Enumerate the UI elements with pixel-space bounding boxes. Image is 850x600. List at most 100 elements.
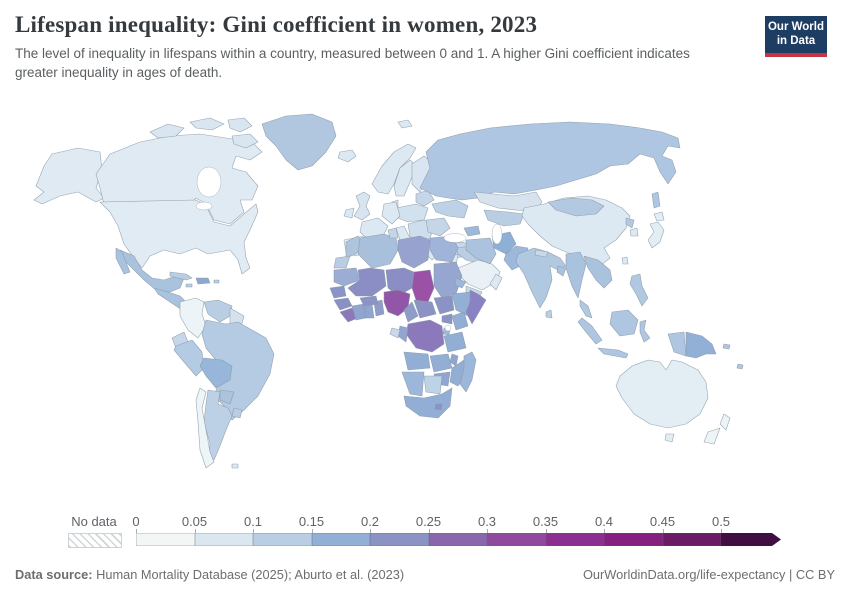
country-svalbard[interactable] [397,119,413,129]
country-malaysia[interactable] [579,299,593,319]
country-hispaniola[interactable] [195,277,211,285]
country-newzealand[interactable] [703,427,721,445]
country-gabon[interactable] [389,327,401,339]
country-india[interactable] [515,247,567,309]
country-philippines[interactable] [629,273,649,307]
country-uk[interactable] [353,191,371,221]
country-russia[interactable] [651,191,661,209]
country-norway[interactable] [371,143,417,195]
country-wsahara[interactable] [333,255,351,269]
country-poland[interactable] [395,203,429,223]
country-cameroon[interactable] [403,301,419,323]
country-mexico[interactable] [115,247,131,275]
country-algeria[interactable] [357,233,399,269]
country-ghana[interactable] [363,303,375,319]
country-tanzania[interactable] [443,331,467,353]
country-uruguay[interactable] [231,407,243,419]
legend-bin[interactable] [721,533,781,546]
country-romania[interactable] [425,217,451,237]
license-link[interactable]: CC BY [795,567,835,582]
country-iran[interactable] [465,237,497,265]
country-puertorico[interactable] [213,279,220,284]
no-data-swatch[interactable] [68,533,122,548]
country-paraguay[interactable] [219,389,235,405]
country-uganda[interactable] [441,313,453,325]
country-alaska[interactable] [33,147,105,205]
country-peru[interactable] [173,339,205,377]
country-ireland[interactable] [343,207,355,219]
country-china[interactable] [521,195,631,267]
country-japan[interactable] [653,211,665,222]
owid-logo[interactable]: Our World in Data [765,16,827,57]
country-png[interactable] [685,331,717,359]
country-tunisia[interactable] [387,227,399,239]
country-indonesia[interactable] [609,309,639,337]
country-indonesia[interactable] [577,317,603,345]
country-somalia[interactable] [465,289,487,325]
legend-bin[interactable] [194,533,253,546]
country-chad[interactable] [411,269,435,303]
country-uzbekistan[interactable] [483,209,525,227]
country-guinea[interactable] [333,297,353,311]
country-pacific[interactable] [722,343,731,350]
country-indonesia[interactable] [639,319,651,343]
legend-bin[interactable] [545,533,604,546]
country-botswana[interactable] [423,375,443,395]
country-greenland[interactable] [261,113,337,171]
country-congo[interactable] [397,325,409,343]
country-russia[interactable] [419,121,681,201]
country-chile[interactable] [195,387,215,469]
country-iceland[interactable] [337,149,357,163]
country-drc[interactable] [405,319,445,353]
country-nigeria[interactable] [383,289,411,317]
country-southkorea[interactable] [629,227,639,237]
country-madagascar[interactable] [459,351,477,393]
country-nepal[interactable] [534,249,549,258]
country-oman[interactable] [489,273,503,291]
country-australia[interactable] [664,433,675,443]
legend-bin[interactable] [428,533,487,546]
country-indonesia[interactable] [597,347,629,359]
country-germany[interactable] [381,201,401,225]
country-southafrica[interactable] [403,387,453,419]
country-ukraine[interactable] [431,199,469,219]
country-arctic-islands[interactable] [189,117,225,131]
country-pacific[interactable] [736,363,744,370]
legend-bin[interactable] [253,533,312,546]
country-venezuela[interactable] [203,299,233,323]
legend-bin[interactable] [136,533,195,546]
country-mauritania[interactable] [333,267,361,287]
country-mexico[interactable] [119,249,185,293]
country-mali[interactable] [347,267,387,297]
country-lesotho[interactable] [434,403,443,411]
country-bangladesh[interactable] [556,265,567,277]
country-taiwan[interactable] [621,256,629,265]
country-vietnam[interactable] [583,255,613,289]
country-australia[interactable] [615,359,709,429]
country-bolivia[interactable] [199,357,233,389]
country-newzealand[interactable] [719,413,731,431]
country-car[interactable] [413,299,437,319]
legend-bin[interactable] [604,533,663,546]
country-indonesia[interactable] [667,331,687,357]
country-mongolia[interactable] [547,197,605,217]
country-srilanka[interactable] [545,309,553,319]
country-falklands[interactable] [231,463,239,469]
owid-link[interactable]: OurWorldinData.org/life-expectancy [582,567,786,582]
country-burkina[interactable] [359,295,379,307]
country-jamaica[interactable] [185,283,193,288]
country-namibia[interactable] [401,371,425,397]
country-senegal[interactable] [329,285,347,299]
country-angola[interactable] [403,351,431,371]
country-cuba[interactable] [169,271,193,281]
country-caucasus[interactable] [463,225,481,237]
country-zambia[interactable] [429,353,453,373]
country-myanmar[interactable] [565,251,587,299]
country-northkorea[interactable] [625,217,635,229]
country-southsudan[interactable] [433,295,455,315]
legend-bin[interactable] [311,533,370,546]
legend-bin[interactable] [662,533,721,546]
country-eritrea[interactable] [454,277,467,289]
country-arctic-islands[interactable] [149,123,185,139]
country-arctic-islands[interactable] [227,117,253,133]
